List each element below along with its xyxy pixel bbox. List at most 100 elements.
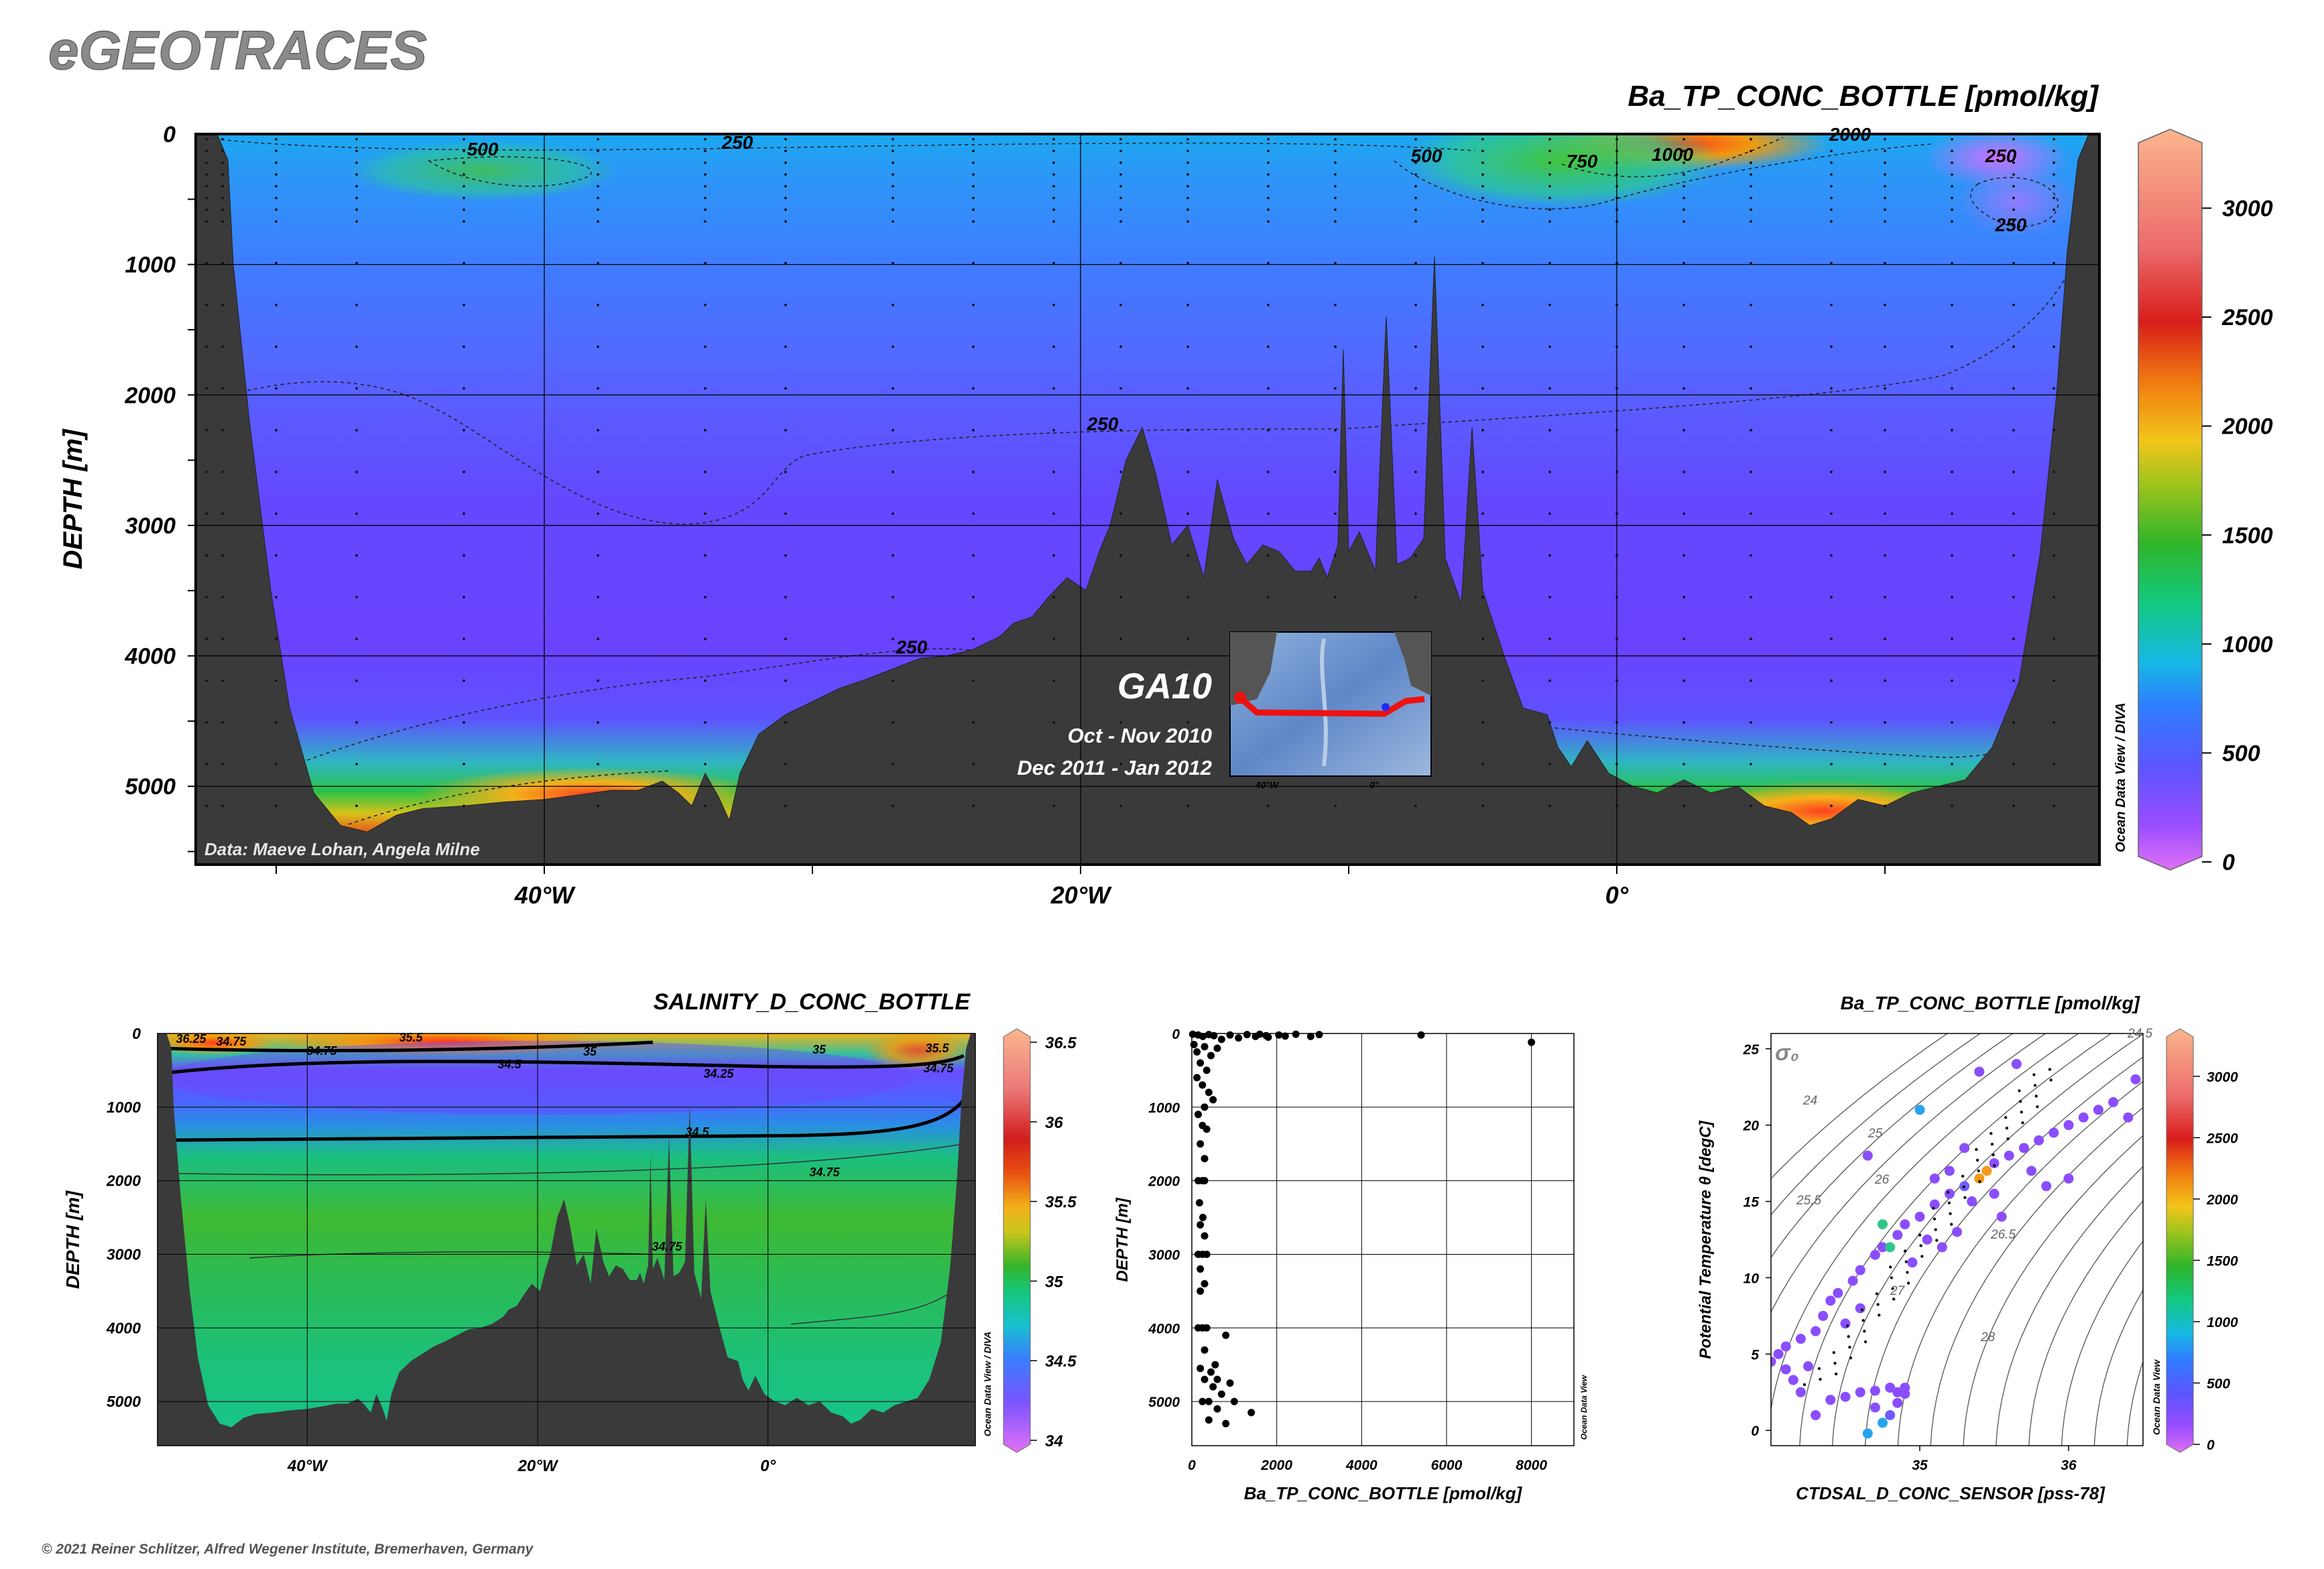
ba-sample-dot bbox=[1186, 162, 1189, 164]
ba-sample-dot bbox=[2012, 173, 2015, 176]
ts-side-label: Ocean Data View bbox=[2151, 1359, 2162, 1435]
ba-sample-dot bbox=[1414, 554, 1417, 557]
profile-point bbox=[1528, 1039, 1535, 1046]
ba-sample-dot bbox=[1334, 304, 1337, 306]
ba-sample-dot bbox=[463, 149, 465, 152]
ts-colorbar-label: 0 bbox=[2207, 1438, 2215, 1453]
profile-point bbox=[1282, 1032, 1289, 1040]
ts-small-dot bbox=[1949, 1212, 1951, 1215]
ba-sample-dot bbox=[1414, 513, 1417, 515]
profile-y-tick-label: 3000 bbox=[1148, 1247, 1180, 1263]
ba-sample-dot bbox=[1186, 470, 1189, 473]
ba-sample-dot bbox=[463, 345, 465, 348]
ba-sample-dot bbox=[1830, 387, 1833, 390]
profile-x-tick-label: 2000 bbox=[1260, 1458, 1292, 1473]
ba-sample-dot bbox=[597, 429, 599, 432]
ba-sample-dot bbox=[892, 387, 894, 390]
sal-contour-label: 34.5 bbox=[685, 1125, 709, 1139]
ba-sample-dot bbox=[1951, 196, 1953, 199]
ba-sample-dot bbox=[1683, 805, 1685, 808]
ts-small-dot bbox=[2035, 1094, 2038, 1097]
ba-sample-dot bbox=[892, 680, 894, 682]
ba-sample-dot bbox=[355, 221, 358, 223]
ba-sample-dot bbox=[597, 387, 599, 390]
ba-sample-dot bbox=[1884, 149, 1886, 152]
ba-sample-dot bbox=[2012, 304, 2015, 306]
profile-point bbox=[1197, 1140, 1204, 1147]
ba-sample-dot bbox=[1334, 554, 1337, 557]
ba-sample-dot bbox=[597, 721, 599, 724]
ba-contour-label: 250 bbox=[1985, 145, 2017, 166]
ts-colorbar-label: 1500 bbox=[2207, 1253, 2238, 1269]
sal-contour-label: 35.5 bbox=[925, 1042, 949, 1055]
profile-point bbox=[1201, 1043, 1209, 1050]
ba-sample-dot bbox=[1683, 345, 1685, 348]
profile-point bbox=[1222, 1420, 1229, 1428]
ba-colorbar bbox=[2138, 129, 2202, 870]
ba-sample-dot bbox=[784, 680, 787, 682]
profile-point bbox=[1214, 1044, 1221, 1052]
ba-sample-dot bbox=[1414, 138, 1417, 141]
ba-sample-dot bbox=[1548, 596, 1551, 599]
ts-small-dot bbox=[1932, 1207, 1935, 1210]
ba-sample-dot bbox=[1884, 637, 1886, 640]
ba-sample-dot bbox=[1548, 513, 1551, 515]
ba-sample-dot bbox=[784, 185, 787, 188]
ts-point bbox=[2064, 1120, 2074, 1130]
ts-point bbox=[1855, 1265, 1866, 1275]
ts-small-dot bbox=[2018, 1089, 2020, 1092]
ba-sample-dot bbox=[2053, 429, 2055, 432]
ba-sample-dot bbox=[1052, 554, 1055, 557]
ba-sample-dot bbox=[275, 637, 278, 640]
ba-sample-dot bbox=[972, 429, 975, 432]
ba-contour-label: 500 bbox=[467, 139, 499, 160]
ba-sample-dot bbox=[1481, 554, 1484, 557]
ba-sample-dot bbox=[463, 221, 465, 223]
ba-sample-dot bbox=[1186, 805, 1189, 808]
ts-small-dot bbox=[1992, 1153, 1994, 1156]
ba-sample-dot bbox=[2053, 721, 2055, 724]
ba-sample-dot bbox=[892, 185, 894, 188]
ba-sample-dot bbox=[1267, 208, 1270, 211]
ba-sample-dot bbox=[1186, 304, 1189, 306]
ba-sample-dot bbox=[1186, 637, 1189, 640]
profile-point bbox=[1196, 1199, 1203, 1206]
ba-sample-dot bbox=[1548, 680, 1551, 682]
ts-small-dot bbox=[2004, 1116, 2007, 1119]
ba-sample-dot bbox=[463, 304, 465, 306]
profile-y-axis-label: DEPTH [m] bbox=[1113, 1197, 1132, 1281]
ts-small-dot bbox=[1835, 1373, 1837, 1375]
ba-sample-dot bbox=[1830, 554, 1833, 557]
ba-sample-dot bbox=[221, 805, 224, 808]
ba-sample-dot bbox=[1334, 149, 1337, 152]
ba-colorbar-label: 500 bbox=[2222, 741, 2260, 766]
ts-x-tick-label: 35 bbox=[1912, 1458, 1928, 1473]
ts-small-dot bbox=[1920, 1255, 1923, 1257]
ba-sample-dot bbox=[1750, 387, 1752, 390]
ba-sample-dot bbox=[1334, 196, 1337, 199]
profile-point bbox=[1203, 1066, 1211, 1074]
ts-small-dot bbox=[1904, 1249, 1906, 1252]
ba-sample-dot bbox=[205, 345, 208, 348]
section-plot-ba bbox=[196, 114, 2099, 865]
sal-y-tick-label: 2000 bbox=[106, 1172, 141, 1190]
ts-small-dot bbox=[1919, 1244, 1922, 1247]
ba-sample-dot bbox=[1414, 345, 1417, 348]
sal-y-axis-label: DEPTH [m] bbox=[62, 1190, 83, 1289]
ba-sample-dot bbox=[892, 470, 894, 473]
profile-x-tick-label: 4000 bbox=[1345, 1458, 1378, 1473]
ba-sample-dot bbox=[1119, 162, 1122, 164]
ts-x-tick-label: 36 bbox=[2061, 1458, 2077, 1473]
ba-sample-dot bbox=[1750, 470, 1752, 473]
ba-sample-dot bbox=[1481, 721, 1484, 724]
ts-small-dot bbox=[1876, 1303, 1879, 1306]
ts-small-dot bbox=[1963, 1196, 1966, 1199]
ba-sample-dot bbox=[1186, 513, 1189, 515]
ba-sample-dot bbox=[1951, 304, 1953, 306]
ba-sample-dot bbox=[1951, 185, 1953, 188]
profile-point bbox=[1207, 1052, 1215, 1059]
ba-sample-dot bbox=[972, 149, 975, 152]
ba-contour-label: 750 bbox=[1567, 151, 1598, 172]
ba-sample-dot bbox=[1052, 149, 1055, 152]
